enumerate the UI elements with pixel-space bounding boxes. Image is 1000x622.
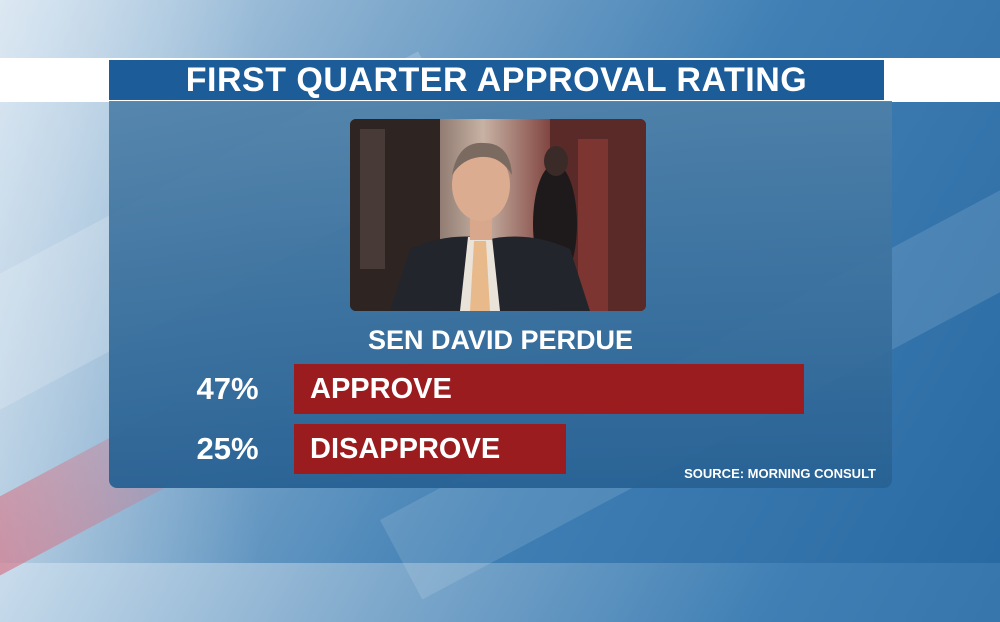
bar-category-label: APPROVE — [310, 373, 452, 405]
bar-row: 47% APPROVE — [0, 364, 1000, 414]
bar-category-label: DISAPPROVE — [310, 433, 501, 465]
bar: APPROVE — [294, 364, 804, 414]
chart-title: FIRST QUARTER APPROVAL RATING — [109, 60, 884, 100]
bar-value-label: 47% — [196, 371, 259, 406]
bar-value-label: 25% — [196, 431, 259, 466]
source-note: SOURCE: MORNING CONSULT — [684, 466, 876, 481]
bar: DISAPPROVE — [294, 424, 566, 474]
subject-name: SEN DAVID PERDUE — [367, 325, 634, 355]
senator-photo — [350, 119, 646, 311]
bar-row: 25% DISAPPROVE — [0, 424, 1000, 474]
person-photo-illustration — [350, 119, 646, 311]
